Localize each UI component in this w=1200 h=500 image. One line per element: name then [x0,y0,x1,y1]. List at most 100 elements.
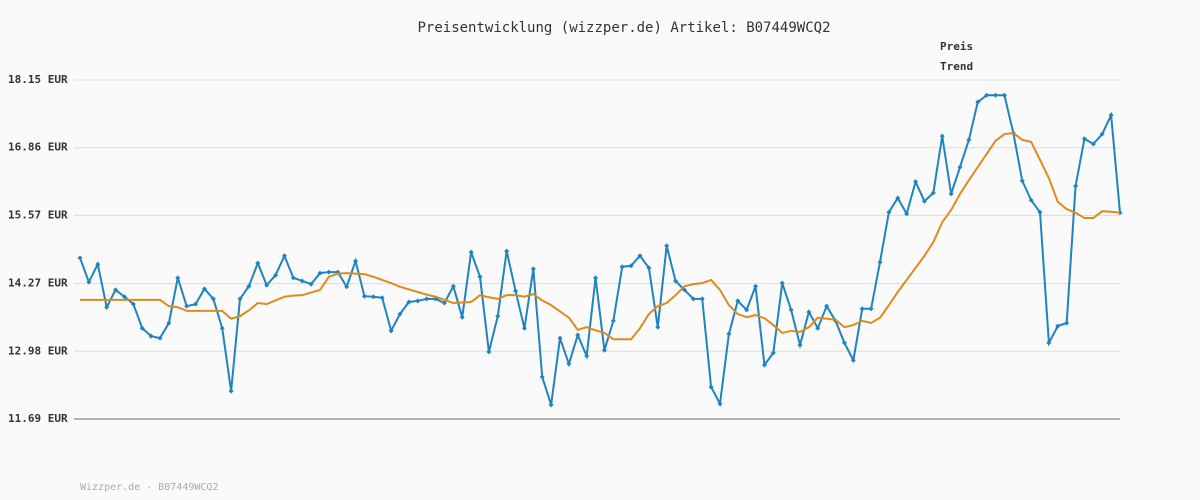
data-point [584,353,590,359]
data-point [797,342,803,348]
data-point [673,278,679,284]
data-point [815,325,821,331]
y-tick-label: 14.27 EUR [8,277,68,290]
data-point [1099,131,1105,137]
series-line [80,131,1121,341]
data-point [1001,92,1007,98]
data-point [779,280,785,286]
y-tick-label: 15.57 EUR [8,208,68,221]
data-point [397,311,403,317]
data-point [753,283,759,289]
data-point [664,243,670,249]
data-point [121,294,127,300]
data-point [210,296,216,302]
data-point [130,301,136,307]
data-point [957,164,963,170]
data-point [868,306,874,312]
y-tick-label: 16.86 EUR [8,141,68,154]
data-point [717,401,723,407]
data-point [655,324,661,330]
chart-title: Preisentwicklung (wizzper.de) Artikel: B… [417,20,830,36]
data-point [895,195,901,201]
y-tick-label: 12.98 EUR [8,344,68,357]
data-point [1037,209,1043,215]
data-point [770,350,776,356]
data-point [1028,197,1034,203]
data-point [708,384,714,390]
data-point [415,298,421,304]
data-point [984,92,990,98]
data-point [95,261,101,267]
data-point [850,357,856,363]
data-point [255,260,261,266]
legend-label: Trend [940,60,973,73]
data-point [281,253,287,259]
data-point [201,286,207,292]
data-point [290,275,296,281]
data-point [219,325,225,331]
data-point [735,298,741,304]
data-point [388,328,394,334]
data-point [619,264,625,270]
data-point [246,283,252,289]
data-point [610,318,616,324]
data-point [699,296,705,302]
data-point [175,275,181,281]
data-point [450,283,456,289]
data-point [726,331,732,337]
data-point [530,266,536,272]
data-point [459,314,465,320]
data-point [113,287,119,293]
data-point [264,282,270,288]
data-point [1081,136,1087,142]
data-point [539,374,545,380]
legend-label: Preis [940,40,973,53]
data-point [361,293,367,299]
data-point [148,333,154,339]
data-point [77,255,83,261]
data-point [1108,112,1114,118]
data-point [806,309,812,315]
data-point [237,296,243,302]
data-point [548,402,554,408]
data-point [744,307,750,313]
series-line [79,94,1121,408]
data-point [1090,141,1096,147]
data-point [566,361,572,367]
data-point [157,335,163,341]
data-point [486,349,492,355]
data-point [690,296,696,302]
data-point [557,335,563,341]
data-point [1019,178,1025,184]
data-point [308,281,314,287]
data-point [299,278,305,284]
data-point [575,332,581,338]
data-point [353,258,359,264]
data-point [593,275,599,281]
data-point [441,300,447,306]
data-point [273,272,279,278]
y-tick-label: 11.69 EUR [8,412,68,425]
data-point [904,211,910,217]
data-point [379,295,385,301]
data-point [504,248,510,254]
data-point [859,306,865,312]
y-tick-label: 18.15 EUR [8,73,68,86]
data-point [1046,340,1052,346]
data-point [877,259,883,265]
data-point [495,313,501,319]
data-point [788,307,794,313]
data-point [939,133,945,139]
data-point [646,265,652,271]
data-point [104,304,110,310]
data-point [921,198,927,204]
data-point [966,137,972,143]
data-point [1055,323,1061,329]
data-point [184,303,190,309]
data-point [477,274,483,280]
data-point [913,179,919,185]
data-point [326,269,332,275]
data-point [975,99,981,105]
data-point [948,191,954,197]
